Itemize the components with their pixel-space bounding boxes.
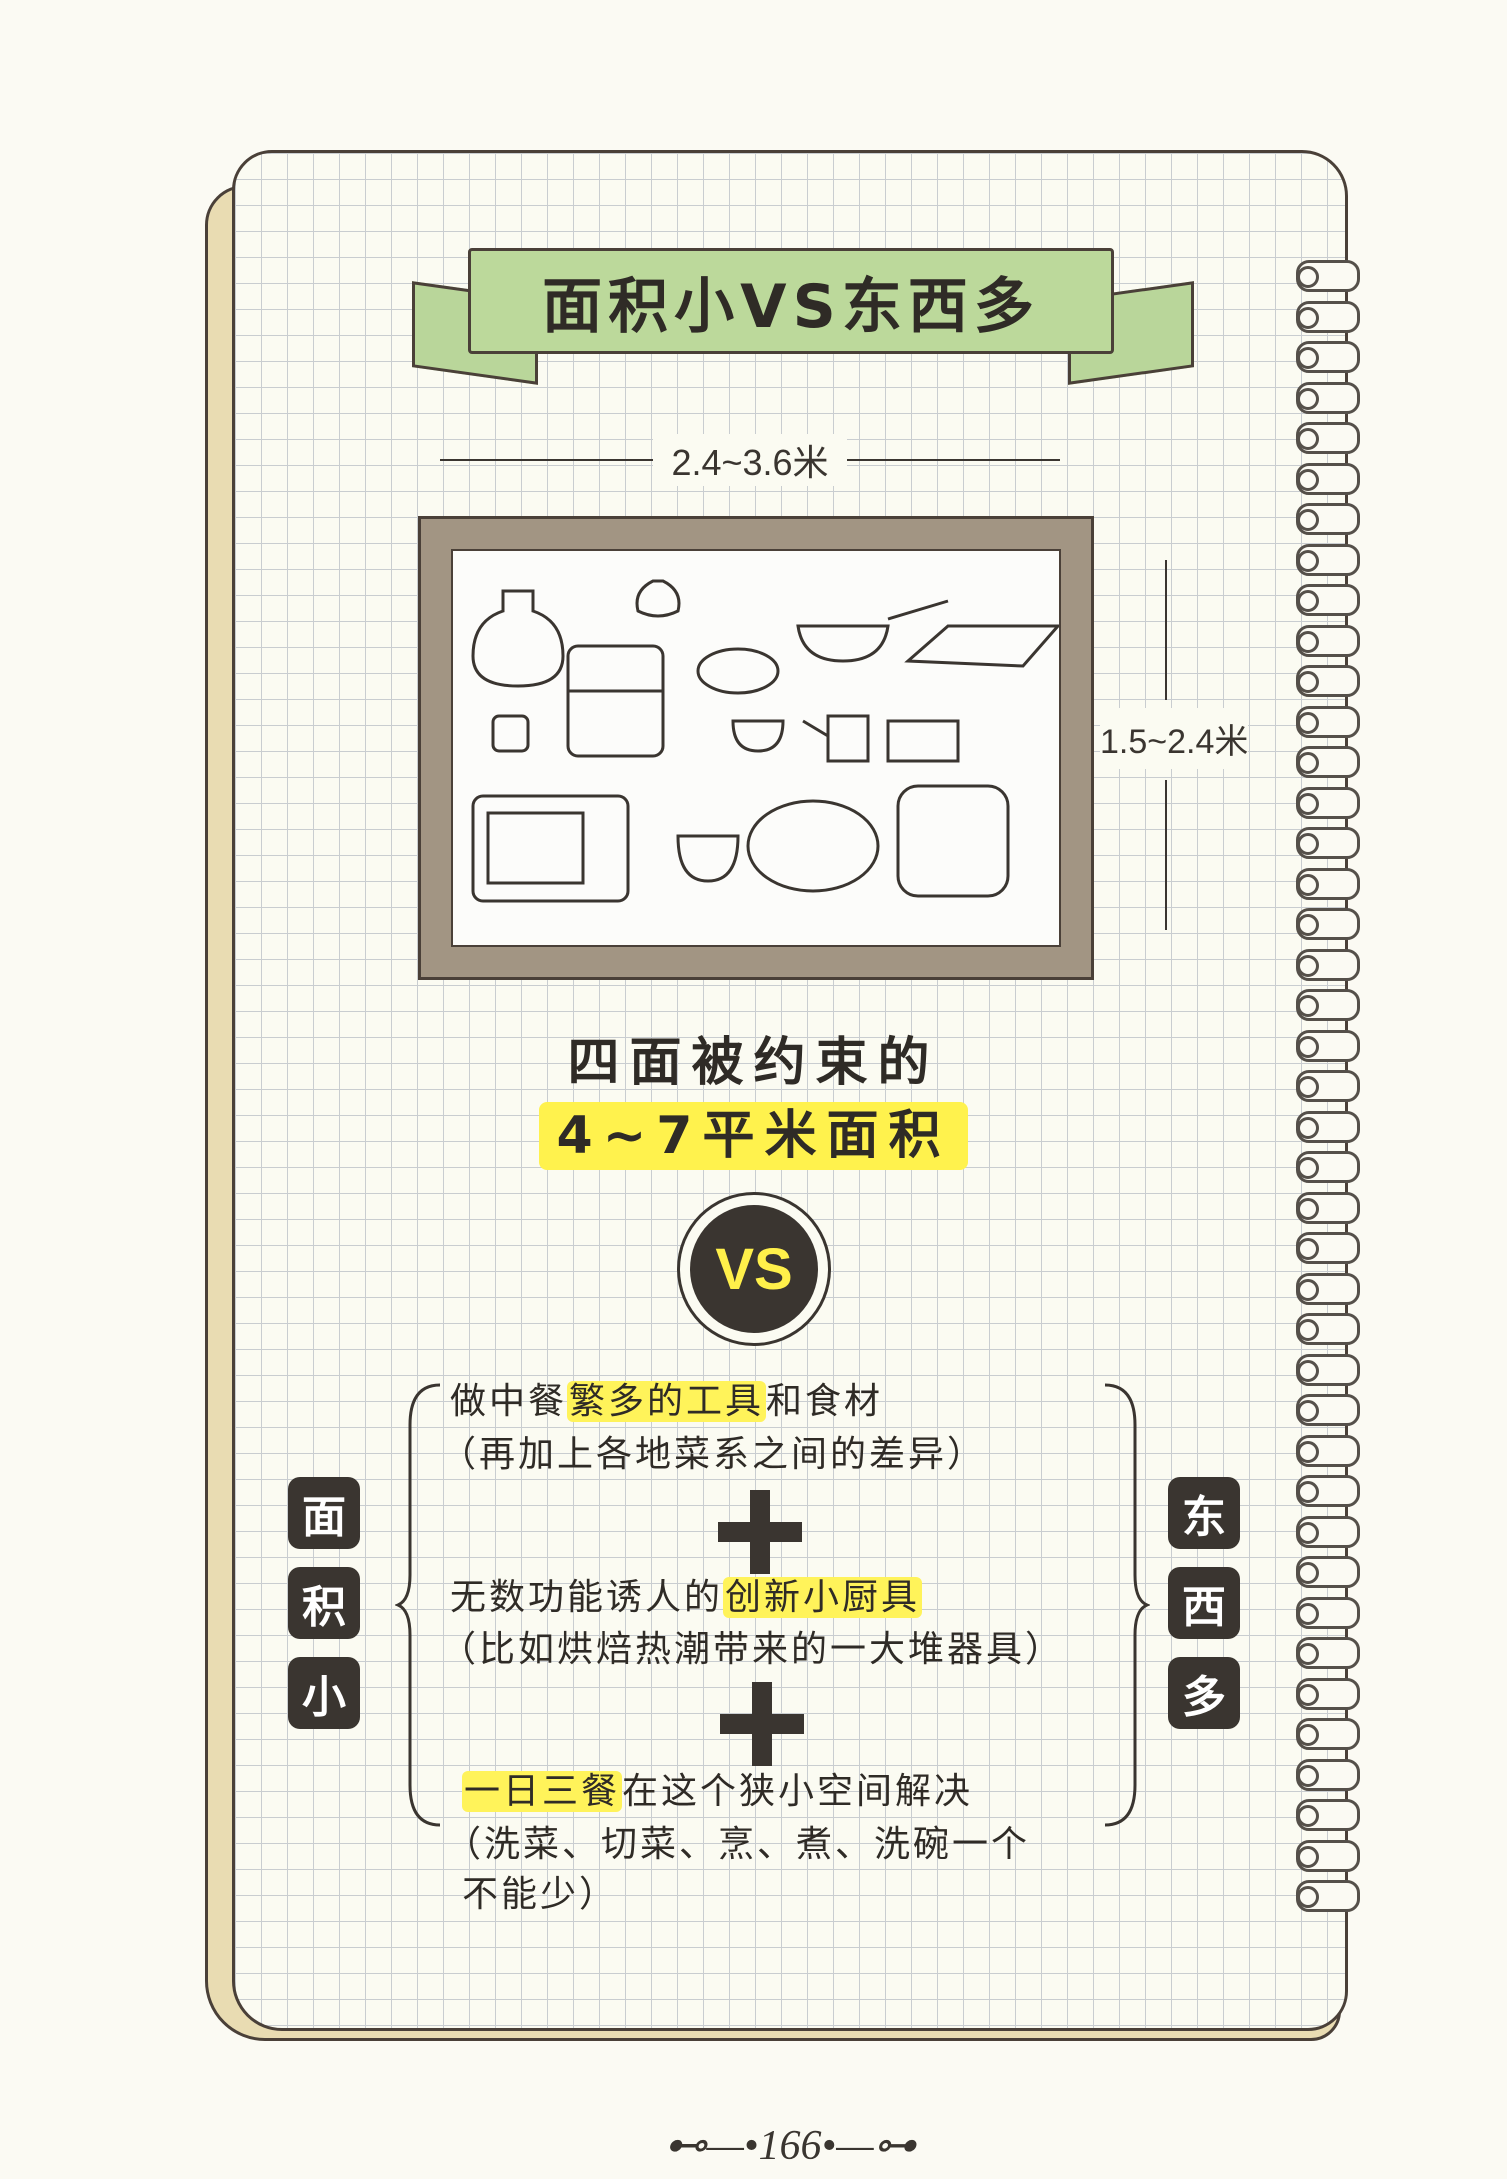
item-1-prefix: 做中餐 bbox=[450, 1381, 568, 1422]
headline-line2-wrapper: 4~7平米面积 bbox=[0, 1093, 1507, 1170]
vs-badge: VS bbox=[690, 1205, 818, 1333]
spiral-ring bbox=[1296, 948, 1360, 981]
spiral-ring bbox=[1296, 1353, 1360, 1386]
steamer-icon bbox=[566, 644, 665, 758]
headline-line1: 四面被约束的 bbox=[567, 1033, 940, 1093]
width-label: 2.4~3.6米 bbox=[653, 434, 847, 486]
teapot-icon bbox=[802, 714, 870, 763]
spiral-ring bbox=[1296, 1191, 1360, 1224]
left-tile-3: 小 bbox=[288, 1657, 360, 1729]
colander-icon bbox=[696, 647, 780, 695]
spiral-ring bbox=[1296, 1880, 1360, 1912]
spiral-ring bbox=[1296, 422, 1360, 454]
spiral-ring bbox=[1296, 1151, 1360, 1183]
spiral-ring bbox=[1296, 1313, 1360, 1345]
spiral-ring bbox=[1296, 1677, 1360, 1710]
right-brace bbox=[1104, 1383, 1150, 1827]
rice-cooker-icon bbox=[896, 784, 1010, 898]
spiral-ring bbox=[1296, 1232, 1360, 1264]
spiral-ring bbox=[1296, 989, 1360, 1021]
left-tile-2: 积 bbox=[288, 1567, 360, 1639]
spiral-ring bbox=[1296, 746, 1360, 778]
page-number-right-ornament: •—⊶ bbox=[821, 2123, 916, 2169]
item-1-highlight: 繁多的工具 bbox=[567, 1381, 767, 1422]
spiral-ring bbox=[1296, 584, 1360, 616]
right-tile-3: 多 bbox=[1168, 1657, 1240, 1729]
plus-icon bbox=[720, 1682, 804, 1766]
bowl-icon bbox=[731, 719, 785, 753]
spiral-ring bbox=[1296, 786, 1360, 819]
spiral-ring bbox=[1296, 1758, 1360, 1791]
spiral-ring bbox=[1296, 1029, 1360, 1062]
height-dimension-line-bottom bbox=[1165, 780, 1167, 930]
canister-icon bbox=[886, 719, 960, 763]
item-1-note: （再加上各地菜系之间的差异） bbox=[440, 1434, 987, 1475]
spiral-ring bbox=[1296, 867, 1360, 900]
page-number-left-ornament: ⊷—• bbox=[664, 2123, 759, 2169]
spiral-ring bbox=[1296, 260, 1360, 292]
item-3-highlight: 一日三餐 bbox=[462, 1771, 623, 1812]
spiral-ring bbox=[1296, 543, 1360, 576]
spiral-ring bbox=[1296, 1718, 1360, 1750]
garlic-icon bbox=[635, 579, 681, 618]
page-number: ⊷—•166•—⊶ bbox=[640, 2120, 940, 2170]
spiral-ring bbox=[1296, 827, 1360, 859]
spiral-ring bbox=[1296, 908, 1360, 940]
spiral-ring bbox=[1296, 1799, 1360, 1831]
spiral-ring bbox=[1296, 1434, 1360, 1467]
spiral-ring bbox=[1296, 341, 1360, 373]
spiral-ring bbox=[1296, 1394, 1360, 1426]
item-2: 无数功能诱人的创新小厨具 bbox=[450, 1568, 923, 1620]
rice-jar-icon bbox=[471, 589, 565, 688]
right-tile-2: 西 bbox=[1168, 1567, 1240, 1639]
item-2-prefix: 无数功能诱人的 bbox=[450, 1577, 724, 1618]
headline-line2: 4~7平米面积 bbox=[538, 1102, 969, 1170]
item-3-note: （洗菜、切菜、烹、煮、洗碗一个 bbox=[445, 1824, 1031, 1865]
spiral-ring bbox=[1296, 1475, 1360, 1507]
spiral-ring bbox=[1296, 1556, 1360, 1588]
item-3-note-2: 不能少） bbox=[462, 1874, 619, 1915]
spiral-ring bbox=[1296, 665, 1360, 697]
page-number-value: 166 bbox=[758, 2123, 822, 2169]
spiral-ring bbox=[1296, 1515, 1360, 1548]
spiral-ring bbox=[1296, 1110, 1360, 1143]
width-dimension: 2.4~3.6米 bbox=[440, 434, 1060, 486]
spiral-ring bbox=[1296, 300, 1360, 333]
spiral-ring bbox=[1296, 1070, 1360, 1102]
cutting-board-icon bbox=[904, 624, 1062, 668]
spiral-ring bbox=[1296, 624, 1360, 657]
left-tile-1: 面 bbox=[288, 1477, 360, 1549]
spiral-ring bbox=[1296, 705, 1360, 738]
item-3-suffix: 在这个狭小空间解决 bbox=[622, 1771, 974, 1812]
spiral-ring bbox=[1296, 1272, 1360, 1305]
item-1: 做中餐繁多的工具和食材 bbox=[450, 1372, 883, 1424]
kitchen-frame bbox=[418, 516, 1094, 980]
spiral-ring bbox=[1296, 1839, 1360, 1872]
toaster-oven-icon bbox=[471, 794, 630, 903]
bowl-stack-icon bbox=[676, 834, 740, 883]
spiral-ring bbox=[1296, 381, 1360, 414]
spiral-ring bbox=[1296, 1596, 1360, 1629]
electric-pan-icon bbox=[746, 799, 880, 893]
height-label: 1.5~2.4米 bbox=[1100, 708, 1249, 769]
item-2-note: （比如烘焙热潮带来的一大堆器具） bbox=[440, 1629, 1065, 1670]
item-3: 一日三餐在这个狭小空间解决 bbox=[462, 1762, 973, 1814]
item-1-suffix: 和食材 bbox=[766, 1381, 884, 1422]
item-2-highlight: 创新小厨具 bbox=[723, 1577, 923, 1618]
kitchen-tools-drawing bbox=[471, 579, 1062, 903]
spiral-ring bbox=[1296, 503, 1360, 535]
spice-jar-icon bbox=[491, 714, 530, 753]
wok-icon bbox=[796, 599, 949, 663]
spiral-ring bbox=[1296, 1637, 1360, 1669]
spiral-ring bbox=[1296, 462, 1360, 495]
page-title: 面积小VS东西多 bbox=[468, 248, 1114, 354]
left-brace bbox=[395, 1383, 441, 1827]
kitchen-illustration bbox=[451, 549, 1062, 947]
height-dimension-line-top bbox=[1165, 560, 1167, 700]
right-tile-1: 东 bbox=[1168, 1477, 1240, 1549]
plus-icon bbox=[718, 1490, 802, 1574]
